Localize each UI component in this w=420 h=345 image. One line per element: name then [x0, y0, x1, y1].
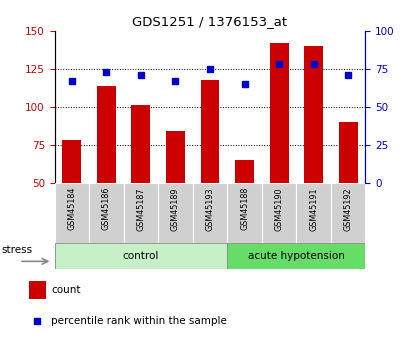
FancyBboxPatch shape — [297, 183, 331, 243]
FancyBboxPatch shape — [158, 183, 193, 243]
Bar — [131, 106, 150, 183]
Text: control: control — [123, 251, 159, 261]
Text: GSM45191: GSM45191 — [309, 187, 318, 230]
FancyBboxPatch shape — [193, 183, 227, 243]
Bar — [339, 122, 357, 183]
Bar — [270, 43, 289, 183]
FancyBboxPatch shape — [227, 243, 365, 269]
Bar — [235, 160, 254, 183]
Bar — [304, 46, 323, 183]
Bar — [97, 86, 116, 183]
Text: GSM45190: GSM45190 — [275, 187, 284, 230]
Text: GSM45193: GSM45193 — [205, 187, 215, 230]
FancyBboxPatch shape — [55, 183, 89, 243]
FancyBboxPatch shape — [227, 183, 262, 243]
FancyBboxPatch shape — [262, 183, 297, 243]
Text: GDS1251 / 1376153_at: GDS1251 / 1376153_at — [132, 16, 288, 29]
Text: GSM45186: GSM45186 — [102, 187, 111, 230]
FancyBboxPatch shape — [55, 243, 227, 269]
FancyBboxPatch shape — [89, 183, 123, 243]
Bar — [63, 140, 81, 183]
Text: GSM45192: GSM45192 — [344, 187, 353, 231]
Text: stress: stress — [1, 245, 32, 255]
FancyBboxPatch shape — [331, 183, 365, 243]
Text: GSM45189: GSM45189 — [171, 187, 180, 230]
Text: percentile rank within the sample: percentile rank within the sample — [51, 316, 227, 326]
Text: GSM45184: GSM45184 — [67, 187, 76, 230]
Bar — [166, 131, 185, 183]
Bar — [200, 80, 220, 183]
Text: GSM45187: GSM45187 — [136, 187, 145, 230]
Text: count: count — [51, 285, 81, 295]
Bar — [29, 282, 46, 299]
Text: GSM45188: GSM45188 — [240, 187, 249, 230]
Text: acute hypotension: acute hypotension — [248, 251, 345, 261]
FancyBboxPatch shape — [123, 183, 158, 243]
